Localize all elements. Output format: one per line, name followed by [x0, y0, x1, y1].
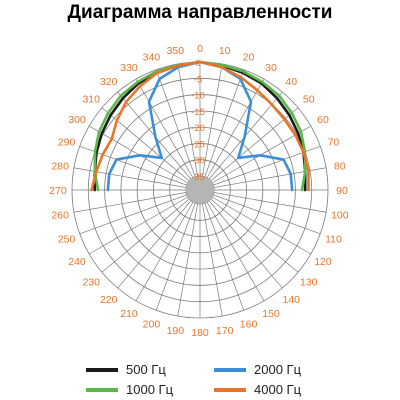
grid-spoke: [101, 107, 201, 191]
angle-tick-label: 120: [314, 256, 332, 268]
angle-tick-label: 70: [328, 136, 340, 148]
angle-tick-label: 280: [51, 160, 69, 172]
angle-tick-label: 250: [58, 234, 76, 246]
angle-tick-label: 180: [191, 327, 209, 339]
angle-tick-label: 80: [334, 160, 346, 172]
angle-tick-label: 220: [100, 294, 118, 306]
angle-tick-label: 340: [143, 52, 161, 64]
grid-spoke: [88, 189, 201, 255]
legend-label: 2000 Гц: [254, 362, 302, 377]
grid-spoke: [199, 145, 321, 191]
angle-tick-label: 200: [143, 318, 161, 330]
grid-spoke: [199, 78, 265, 191]
grid-spoke: [199, 63, 223, 191]
grid-spoke: [177, 189, 201, 317]
grid-spoke: [117, 189, 201, 289]
legend-swatch: [214, 368, 246, 372]
angle-tick-label: 100: [331, 210, 349, 222]
legend-label: 4000 Гц: [254, 382, 302, 397]
legend-swatch: [86, 388, 118, 392]
angle-tick-label: 270: [49, 185, 67, 197]
grid-spoke: [199, 189, 283, 289]
angle-tick-label: 90: [336, 185, 348, 197]
radial-tick-label: -25: [191, 139, 205, 150]
grid-spoke: [79, 145, 201, 191]
grid-spoke: [155, 69, 201, 191]
grid-spoke: [79, 189, 201, 235]
grid-spoke: [135, 78, 201, 191]
angle-tick-label: 310: [82, 94, 100, 106]
grid-spoke: [199, 189, 321, 235]
angle-tick-label: 260: [51, 210, 69, 222]
angle-tick-label: 20: [243, 52, 255, 64]
radial-tick-label: -5: [194, 74, 202, 85]
grid-spoke: [88, 125, 201, 191]
angle-tick-label: 0: [197, 43, 203, 55]
grid-spoke: [73, 189, 201, 213]
radial-tick-label: -30: [191, 156, 205, 167]
grid-spoke: [199, 189, 245, 311]
angle-tick-label: 160: [240, 318, 258, 330]
center-disc: [186, 176, 214, 204]
angle-tick-label: 190: [167, 325, 185, 337]
angle-tick-label: 170: [216, 325, 234, 337]
legend-label: 500 Гц: [126, 362, 166, 377]
radial-tick-label: -15: [191, 107, 205, 118]
angle-tick-label: 290: [58, 136, 76, 148]
radial-tick-label: -10: [191, 91, 205, 102]
grid-spoke: [117, 91, 201, 191]
grid-spoke: [199, 69, 245, 191]
legend-label: 1000 Гц: [126, 382, 174, 397]
chart-title: Диаграмма направленности: [67, 2, 333, 23]
angle-tick-label: 40: [285, 76, 297, 88]
angle-tick-label: 10: [219, 45, 231, 57]
angle-tick-label: 210: [120, 308, 138, 320]
angle-tick-label: 350: [167, 45, 185, 57]
radial-tick-label: -35: [191, 172, 205, 183]
radial-tick-label: -20: [191, 123, 205, 134]
angle-tick-label: 110: [325, 234, 342, 246]
grid-spoke: [199, 189, 299, 273]
angle-tick-label: 330: [120, 62, 138, 74]
angle-tick-label: 320: [100, 76, 118, 88]
grid-spoke: [155, 189, 201, 311]
angle-tick-label: 240: [68, 256, 86, 268]
grid-spoke: [135, 189, 201, 302]
grid-spoke: [101, 189, 201, 273]
grid-spoke: [199, 125, 312, 191]
series-line: [90, 60, 310, 192]
grid-spoke: [199, 189, 223, 317]
angle-tick-label: 140: [283, 294, 301, 306]
legend: 500 Гц 1000 Гц 2000 Гц 4000 Гц: [0, 358, 400, 400]
legend-swatch: [86, 368, 118, 372]
angle-tick-label: 30: [265, 62, 277, 74]
grid-spoke: [199, 189, 327, 213]
grid-spoke: [199, 91, 283, 191]
angle-tick-label: 50: [303, 94, 315, 106]
grid-spoke: [199, 189, 312, 255]
angle-tick-label: 230: [82, 276, 100, 288]
legend-swatch: [214, 388, 246, 392]
angle-tick-label: 150: [262, 308, 280, 320]
angle-tick-label: 130: [300, 276, 318, 288]
angle-tick-label: 60: [317, 114, 329, 126]
grid-spoke: [199, 189, 265, 302]
grid-spoke: [199, 107, 299, 191]
grid-spoke: [177, 63, 201, 191]
angle-tick-label: 300: [68, 114, 86, 126]
